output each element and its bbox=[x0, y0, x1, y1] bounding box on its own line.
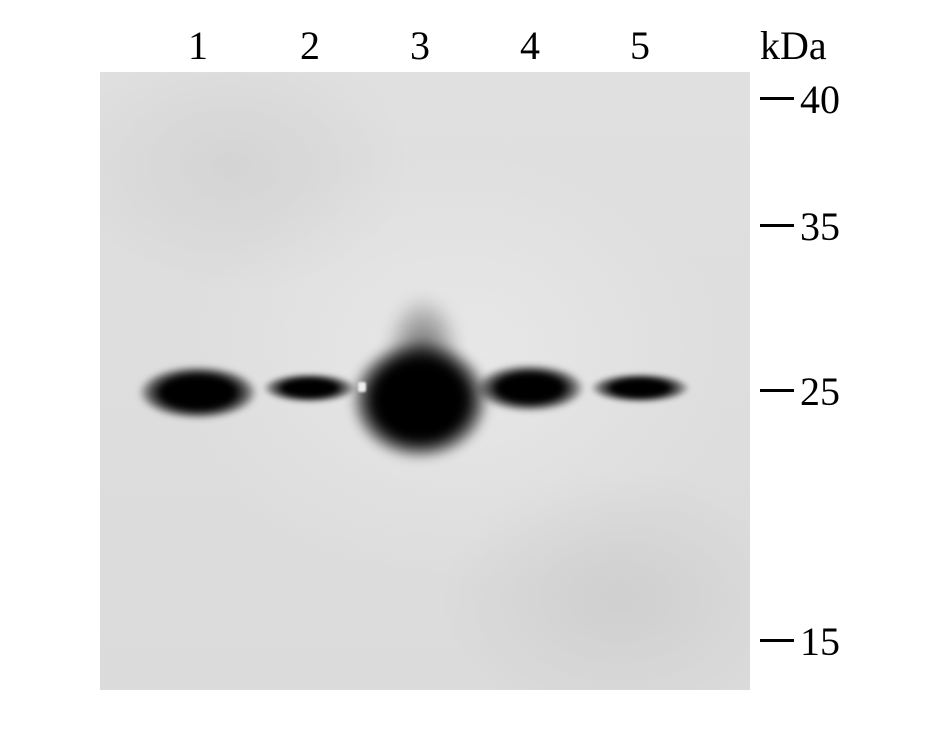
marker-label-15: 15 bbox=[800, 618, 840, 665]
marker-label-35: 35 bbox=[800, 203, 840, 250]
unit-label-kda: kDa bbox=[760, 22, 827, 69]
lane-label-5: 5 bbox=[630, 22, 650, 69]
lane-label-2: 2 bbox=[300, 22, 320, 69]
marker-dash-40 bbox=[760, 97, 794, 100]
figure-canvas: 1 2 3 4 5 kDa 40 35 25 15 bbox=[0, 0, 932, 737]
artifact-speck bbox=[358, 382, 366, 392]
marker-label-25: 25 bbox=[800, 368, 840, 415]
marker-label-40: 40 bbox=[800, 76, 840, 123]
marker-dash-15 bbox=[760, 639, 794, 642]
band-lane-1 bbox=[138, 365, 258, 420]
lane-label-1: 1 bbox=[188, 22, 208, 69]
marker-dash-25 bbox=[760, 389, 794, 392]
band-lane-3 bbox=[350, 340, 490, 460]
band-lane-5 bbox=[590, 373, 690, 403]
band-lane-2 bbox=[262, 373, 357, 403]
band-lane-4 bbox=[475, 364, 585, 412]
lane-label-4: 4 bbox=[520, 22, 540, 69]
lane-label-3: 3 bbox=[410, 22, 430, 69]
marker-dash-35 bbox=[760, 224, 794, 227]
